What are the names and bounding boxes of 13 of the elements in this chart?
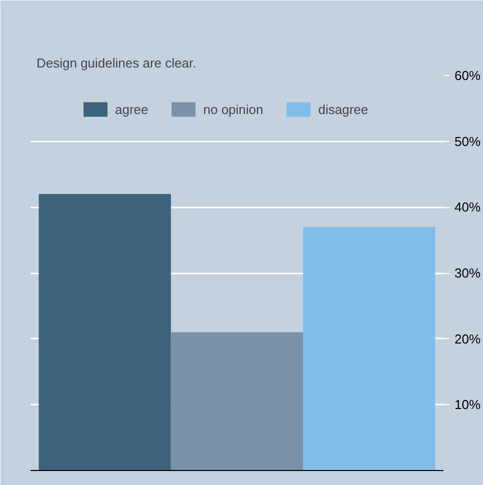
- legend-label: agree: [115, 102, 148, 116]
- legend-label: no opinion: [203, 102, 264, 116]
- bar: [303, 226, 436, 470]
- y-tick-label: 60%: [454, 68, 481, 83]
- y-tick-label: 40%: [454, 200, 481, 215]
- y-tick-label: 50%: [454, 134, 481, 149]
- bar: [170, 332, 304, 470]
- y-tick-label: 10%: [454, 397, 481, 412]
- y-tick-label: 30%: [454, 266, 481, 280]
- legend-label: disagree: [318, 102, 368, 116]
- chart-title: Design guidelines are clear.: [36, 56, 196, 70]
- bar: [38, 194, 171, 470]
- y-tick-label: 20%: [454, 331, 481, 346]
